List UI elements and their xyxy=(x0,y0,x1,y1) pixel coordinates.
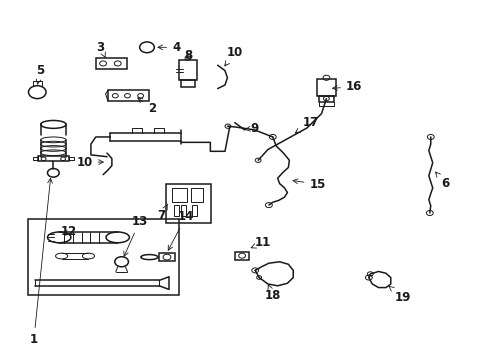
Bar xyxy=(38,156,69,161)
Text: 3: 3 xyxy=(97,41,105,57)
Text: 18: 18 xyxy=(264,285,281,302)
Text: 16: 16 xyxy=(332,80,362,93)
Text: 13: 13 xyxy=(123,215,147,256)
Text: 11: 11 xyxy=(251,236,271,249)
Text: 17: 17 xyxy=(295,116,318,133)
Bar xyxy=(191,205,196,216)
Bar xyxy=(33,157,38,160)
Text: 10: 10 xyxy=(76,156,103,168)
Bar xyxy=(173,205,178,216)
Text: 8: 8 xyxy=(184,49,192,62)
Bar xyxy=(172,188,186,202)
Bar xyxy=(178,60,197,80)
Bar xyxy=(159,253,174,261)
Text: 12: 12 xyxy=(61,225,77,238)
Bar xyxy=(96,58,127,69)
Bar xyxy=(27,220,178,295)
Bar xyxy=(319,96,333,102)
Text: 6: 6 xyxy=(435,172,448,190)
Text: 4: 4 xyxy=(158,41,180,54)
Bar xyxy=(166,184,211,223)
Bar xyxy=(190,188,203,202)
Text: 19: 19 xyxy=(388,286,410,304)
Text: 15: 15 xyxy=(292,178,325,191)
Bar xyxy=(316,78,335,96)
Bar xyxy=(234,252,249,260)
Text: 1: 1 xyxy=(30,178,52,346)
Bar xyxy=(181,205,185,216)
Text: 2: 2 xyxy=(138,98,156,115)
Bar xyxy=(108,90,149,101)
Text: 7: 7 xyxy=(157,204,167,222)
Bar xyxy=(181,80,194,87)
Text: 14: 14 xyxy=(168,210,194,250)
Bar xyxy=(69,157,74,160)
Text: 5: 5 xyxy=(36,64,45,84)
Text: 9: 9 xyxy=(244,122,258,135)
Text: 10: 10 xyxy=(224,46,243,66)
